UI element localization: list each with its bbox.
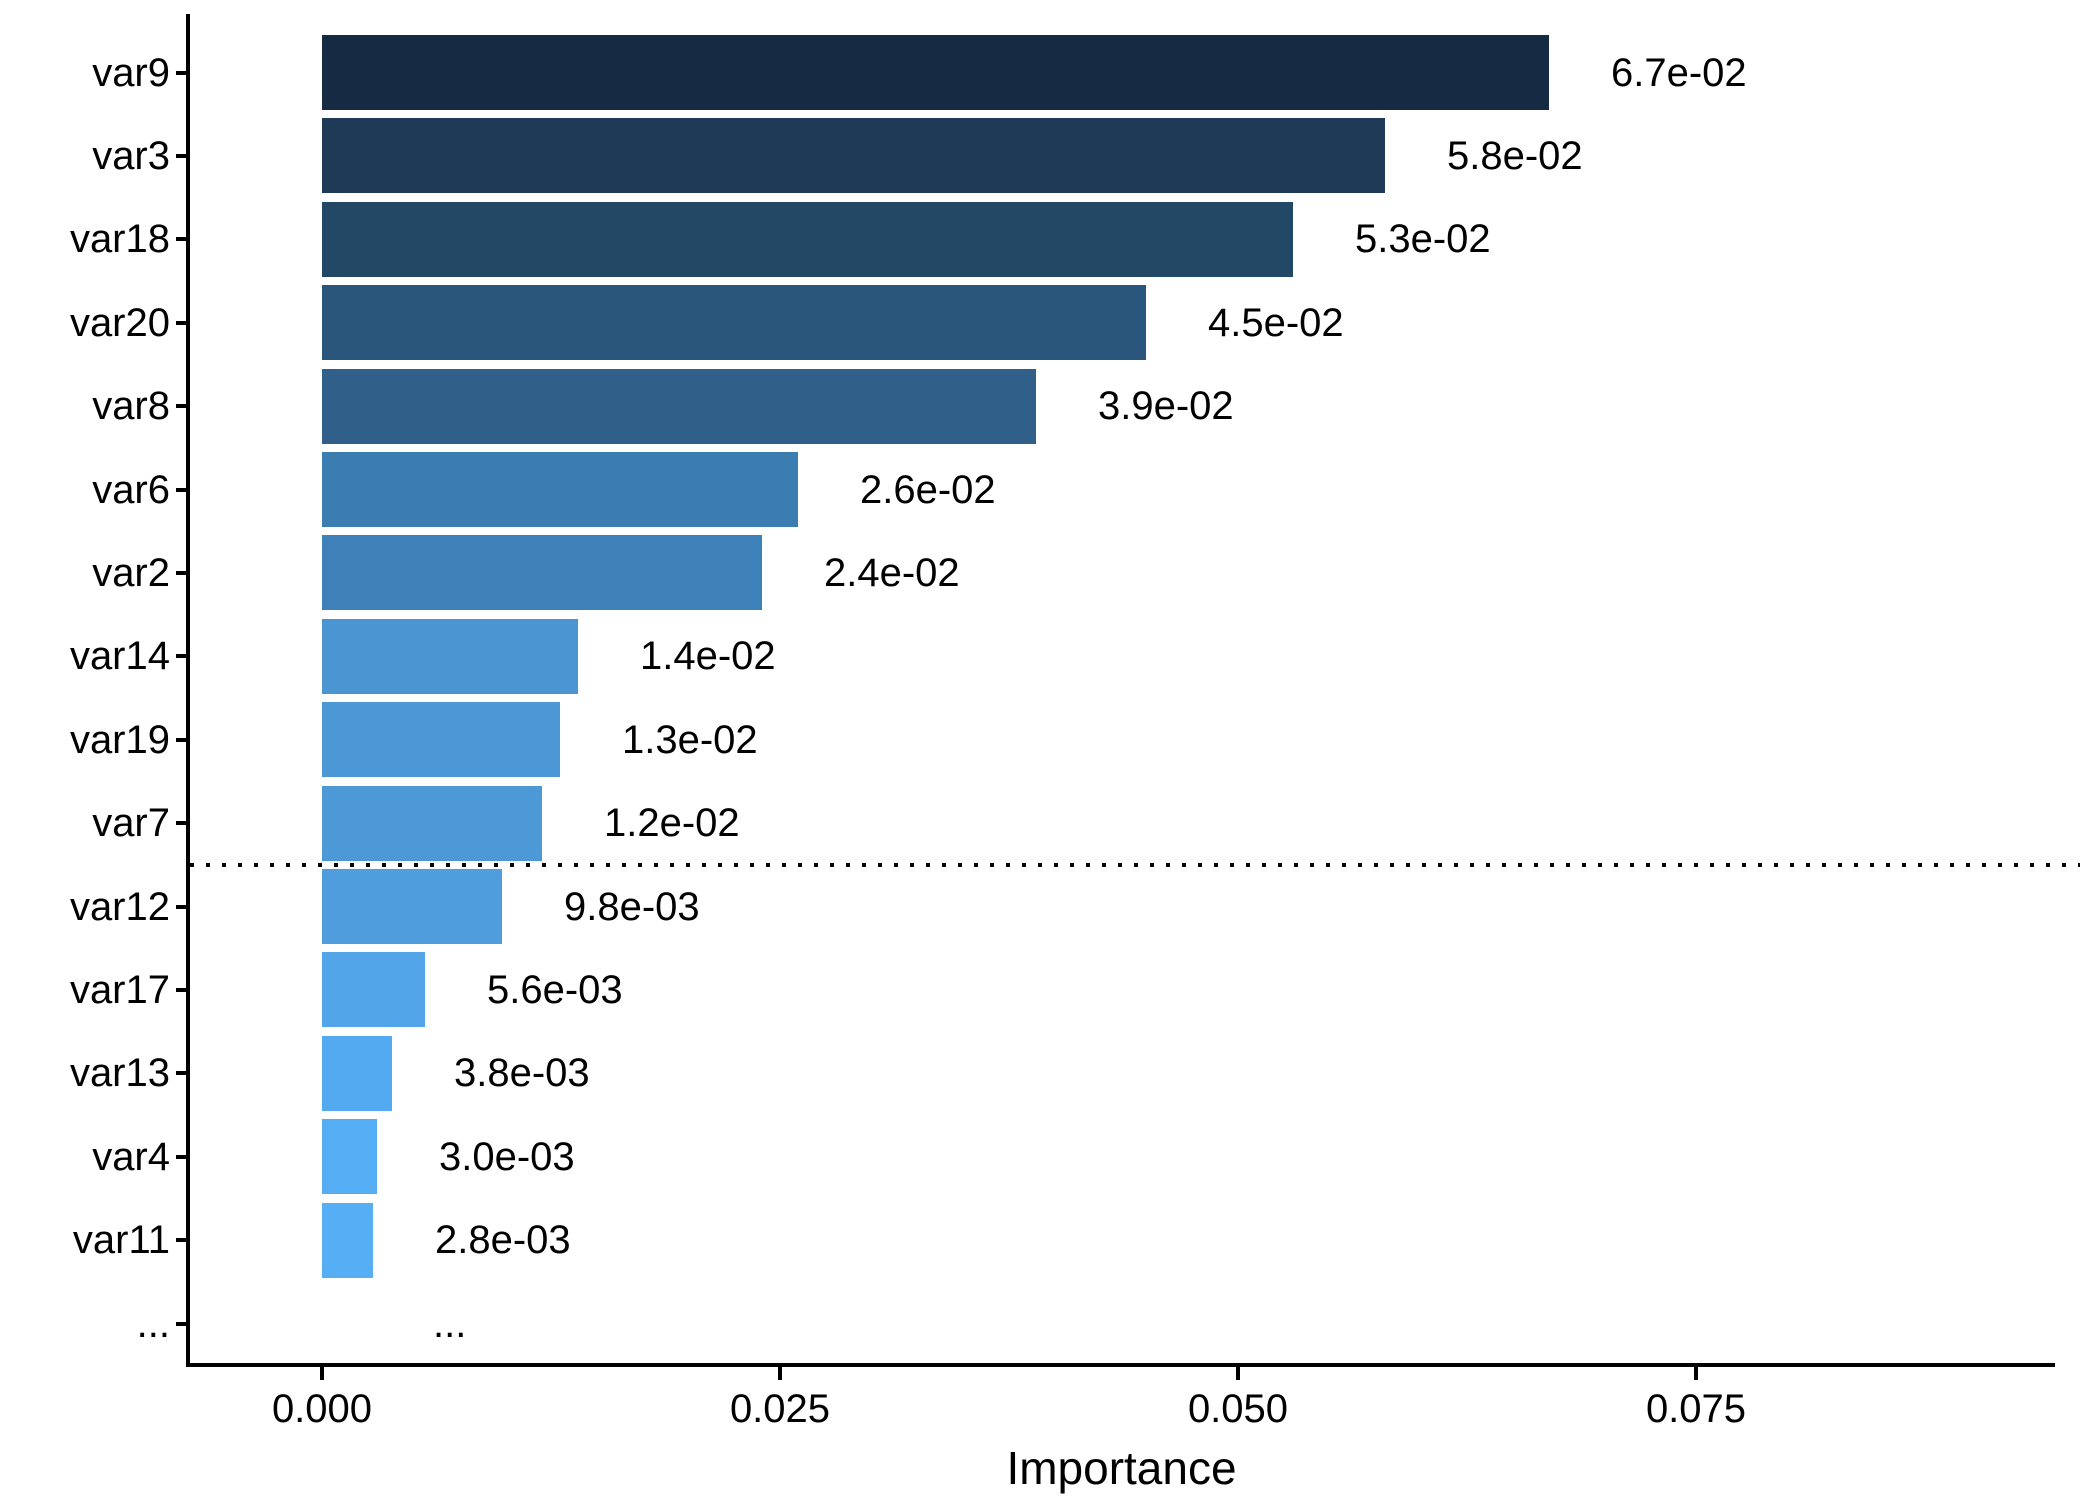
y-axis-label-var14: var14 <box>69 634 170 679</box>
bar-var4 <box>322 1119 377 1195</box>
value-label-var2: 2.4e-02 <box>824 550 960 595</box>
bar-var20 <box>322 285 1146 361</box>
y-tick-var17 <box>176 987 188 992</box>
y-tick-var19 <box>176 737 188 742</box>
x-tick-label-0.000: 0.000 <box>271 1387 373 1431</box>
value-label-var14: 1.4e-02 <box>640 634 776 679</box>
y-tick-var11 <box>176 1238 188 1243</box>
x-tick-0.050 <box>1236 1367 1240 1380</box>
y-axis-label-...: ... <box>136 1301 170 1346</box>
value-label-var12: 9.8e-03 <box>564 884 700 929</box>
x-tick-label-0.025: 0.025 <box>729 1387 831 1431</box>
y-tick-var7 <box>176 821 188 826</box>
y-axis-label-var13: var13 <box>69 1051 170 1096</box>
x-axis-line <box>186 1363 2055 1367</box>
x-tick-label-0.075: 0.075 <box>1645 1387 1747 1431</box>
y-axis-label-var8: var8 <box>92 384 170 429</box>
value-label-var6: 2.6e-02 <box>860 467 996 512</box>
value-label-var7: 1.2e-02 <box>604 801 740 846</box>
y-tick-var8 <box>176 404 188 409</box>
threshold-dotted-line <box>190 862 2080 867</box>
y-axis-label-var12: var12 <box>69 884 170 929</box>
value-label-var8: 3.9e-02 <box>1098 384 1234 429</box>
y-tick-var9 <box>176 70 188 75</box>
y-axis-label-var2: var2 <box>92 550 170 595</box>
value-label-...: ... <box>433 1301 467 1346</box>
value-label-var18: 5.3e-02 <box>1355 217 1491 262</box>
x-tick-0.000 <box>320 1367 324 1380</box>
bar-var18 <box>322 201 1293 277</box>
value-label-var19: 1.3e-02 <box>622 717 758 762</box>
y-axis-label-var11: var11 <box>72 1218 170 1263</box>
bar-var14 <box>322 618 578 694</box>
value-label-var3: 5.8e-02 <box>1447 133 1583 178</box>
bar-var7 <box>322 785 542 861</box>
y-tick-var2 <box>176 570 188 575</box>
bar-var6 <box>322 452 798 527</box>
y-tick-var18 <box>176 237 188 242</box>
y-axis-label-var4: var4 <box>92 1134 170 1179</box>
value-label-var9: 6.7e-02 <box>1611 50 1747 95</box>
bar-var3 <box>322 118 1385 194</box>
y-axis-label-var9: var9 <box>92 50 170 95</box>
bar-var11 <box>322 1202 373 1278</box>
x-axis-title: Importance <box>1006 1442 1237 1494</box>
bar-var12 <box>322 869 502 944</box>
bar-var8 <box>322 368 1036 444</box>
value-label-var4: 3.0e-03 <box>439 1134 575 1179</box>
x-tick-0.025 <box>778 1367 782 1380</box>
bar-var19 <box>322 702 560 778</box>
y-tick-var12 <box>176 904 188 909</box>
y-axis-label-var17: var17 <box>69 967 170 1012</box>
y-axis-label-var19: var19 <box>69 717 170 762</box>
y-tick-var13 <box>176 1071 188 1076</box>
bar-var9 <box>322 35 1549 110</box>
x-tick-label-0.050: 0.050 <box>1187 1387 1289 1431</box>
y-tick-var20 <box>176 320 188 325</box>
y-tick-var3 <box>176 153 188 158</box>
bar-var13 <box>322 1035 392 1111</box>
y-axis-label-var6: var6 <box>92 467 170 512</box>
value-label-var11: 2.8e-03 <box>435 1218 571 1263</box>
y-axis-line <box>186 14 190 1367</box>
y-tick-var6 <box>176 487 188 492</box>
y-tick-... <box>176 1321 188 1326</box>
y-axis-label-var20: var20 <box>69 300 170 345</box>
value-label-var20: 4.5e-02 <box>1208 300 1344 345</box>
value-label-var13: 3.8e-03 <box>454 1051 590 1096</box>
x-tick-0.075 <box>1694 1367 1698 1380</box>
y-axis-label-var3: var3 <box>92 133 170 178</box>
y-axis-label-var7: var7 <box>92 801 170 846</box>
y-axis-label-var18: var18 <box>69 217 170 262</box>
bar-var2 <box>322 535 762 611</box>
y-tick-var4 <box>176 1154 188 1159</box>
bar-var17 <box>322 952 425 1028</box>
value-label-var17: 5.6e-03 <box>487 967 623 1012</box>
y-tick-var14 <box>176 654 188 659</box>
